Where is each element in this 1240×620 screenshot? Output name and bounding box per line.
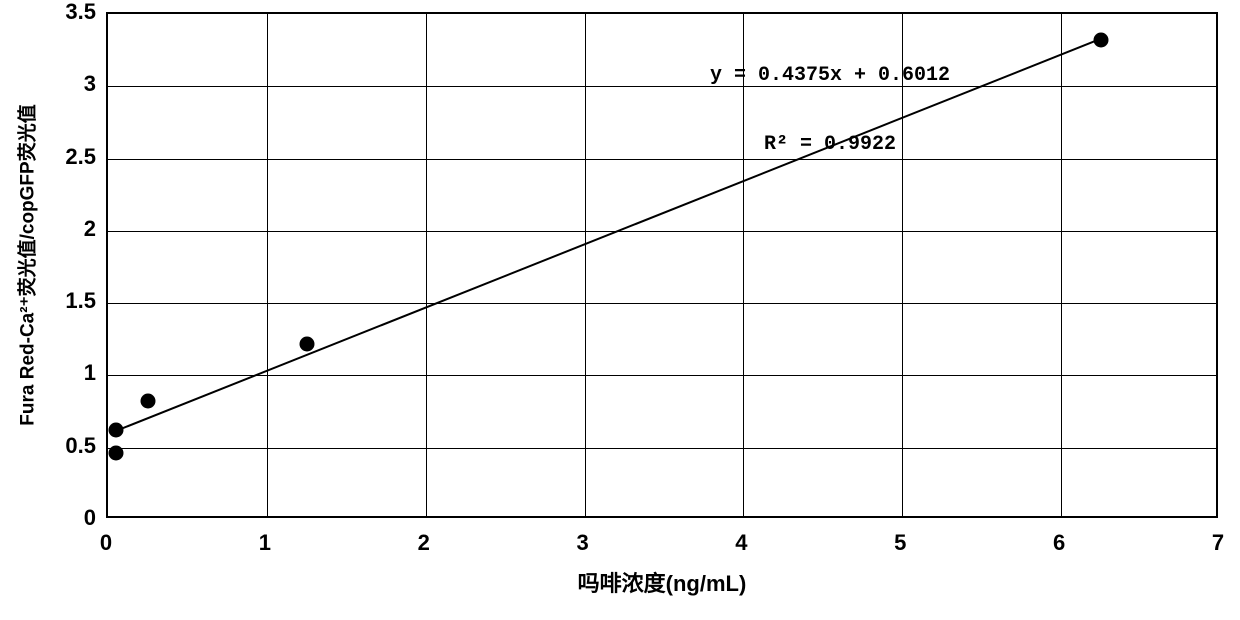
x-tick-label: 3 [576,530,588,556]
grid-line-horizontal [108,375,1216,376]
y-tick-label: 0 [84,505,96,531]
grid-line-vertical [267,14,268,516]
y-tick-label: 3 [84,71,96,97]
y-tick-label: 2 [84,216,96,242]
x-tick-label: 2 [418,530,430,556]
grid-line-vertical [1061,14,1062,516]
equation-line-1: y = 0.4375x + 0.6012 [710,64,950,87]
y-tick-label: 0.5 [65,433,96,459]
x-tick-label: 6 [1053,530,1065,556]
data-point [108,446,123,461]
equation-line-2: R² = 0.9922 [710,133,950,156]
grid-line-vertical [585,14,586,516]
grid-line-horizontal [108,159,1216,160]
x-tick-label: 4 [735,530,747,556]
x-tick-label: 5 [894,530,906,556]
trendline [113,38,1102,433]
chart-container: Fura Red-Ca²⁺荧光值/copGFP荧光值 吗啡浓度(ng/mL) y… [0,0,1240,620]
x-axis-label: 吗啡浓度(ng/mL) [578,566,747,598]
x-tick-label: 1 [259,530,271,556]
grid-line-horizontal [108,86,1216,87]
y-tick-label: 3.5 [65,0,96,25]
data-point [140,394,155,409]
regression-equation: y = 0.4375x + 0.6012 R² = 0.9922 [710,18,950,202]
x-tick-label: 0 [100,530,112,556]
grid-line-horizontal [108,231,1216,232]
grid-line-vertical [426,14,427,516]
plot-area [106,12,1218,518]
y-tick-label: 1 [84,360,96,386]
grid-line-horizontal [108,448,1216,449]
data-point [299,336,314,351]
x-tick-label: 7 [1212,530,1224,556]
y-tick-label: 2.5 [65,144,96,170]
y-axis-label: Fura Red-Ca²⁺荧光值/copGFP荧光值 [13,12,40,518]
y-tick-label: 1.5 [65,288,96,314]
grid-line-horizontal [108,303,1216,304]
